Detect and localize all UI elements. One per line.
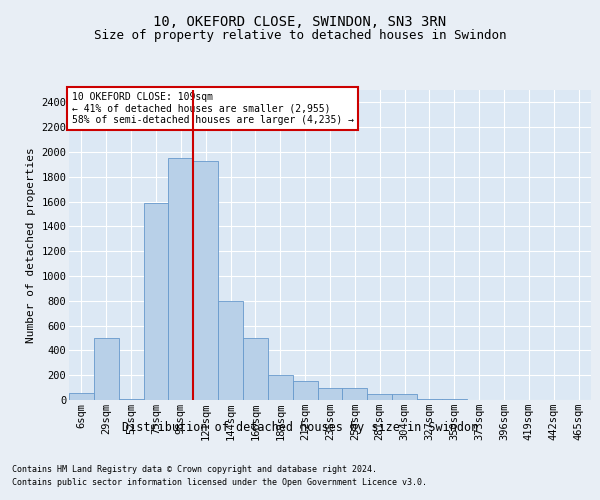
Text: 10, OKEFORD CLOSE, SWINDON, SN3 3RN: 10, OKEFORD CLOSE, SWINDON, SN3 3RN bbox=[154, 16, 446, 30]
Bar bbox=[392, 394, 417, 400]
Bar bbox=[143, 203, 169, 400]
Bar bbox=[417, 399, 442, 400]
Bar bbox=[442, 399, 467, 400]
Bar bbox=[69, 392, 94, 400]
Bar bbox=[193, 160, 218, 400]
Bar bbox=[293, 382, 317, 400]
Text: Contains public sector information licensed under the Open Government Licence v3: Contains public sector information licen… bbox=[12, 478, 427, 487]
Text: Distribution of detached houses by size in Swindon: Distribution of detached houses by size … bbox=[122, 421, 478, 434]
Text: 10 OKEFORD CLOSE: 109sqm
← 41% of detached houses are smaller (2,955)
58% of sem: 10 OKEFORD CLOSE: 109sqm ← 41% of detach… bbox=[71, 92, 353, 124]
Bar bbox=[343, 388, 367, 400]
Text: Size of property relative to detached houses in Swindon: Size of property relative to detached ho… bbox=[94, 28, 506, 42]
Bar bbox=[367, 394, 392, 400]
Bar bbox=[243, 338, 268, 400]
Y-axis label: Number of detached properties: Number of detached properties bbox=[26, 147, 35, 343]
Bar bbox=[94, 338, 119, 400]
Bar bbox=[119, 399, 143, 400]
Bar bbox=[268, 375, 293, 400]
Bar bbox=[317, 388, 343, 400]
Bar bbox=[218, 301, 243, 400]
Bar bbox=[169, 158, 193, 400]
Text: Contains HM Land Registry data © Crown copyright and database right 2024.: Contains HM Land Registry data © Crown c… bbox=[12, 466, 377, 474]
